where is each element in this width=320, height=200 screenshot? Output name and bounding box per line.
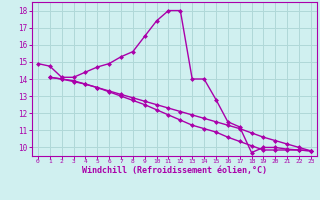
X-axis label: Windchill (Refroidissement éolien,°C): Windchill (Refroidissement éolien,°C) (82, 166, 267, 175)
